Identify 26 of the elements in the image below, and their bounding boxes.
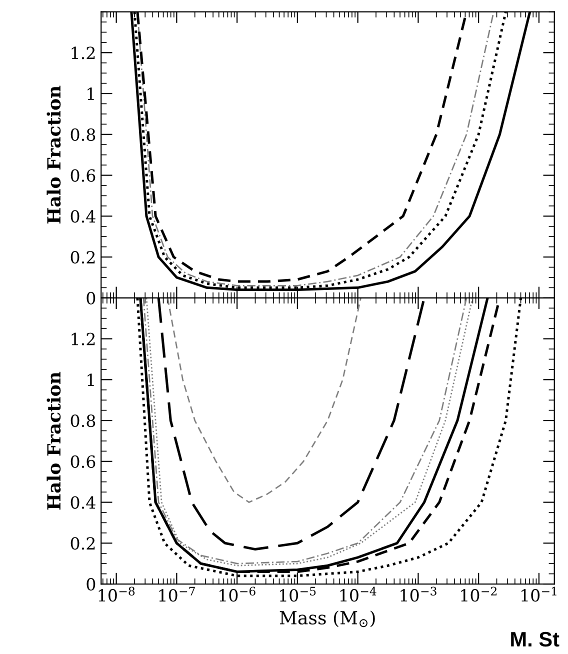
x-tick-label: 10$^{−4}$	[340, 586, 376, 602]
x-tick-label: 10$^{−8}$	[98, 586, 135, 602]
x-axis-title: Mass (M$_{⊙}$)	[280, 610, 375, 628]
y-tick-label: 1.2	[72, 46, 95, 60]
y-tick-label: 0	[86, 578, 96, 591]
y-tick-label: 0.4	[70, 210, 96, 223]
y-tick-label: 1.2	[72, 332, 95, 346]
x-tick-label: 10$^{−5}$	[280, 586, 316, 602]
x-tick-label: 10$^{−2}$	[461, 586, 496, 602]
y-tick-label: 0.6	[70, 455, 96, 468]
y-tick-label: 0	[86, 292, 96, 304]
y-axis-title: Halo Fraction	[46, 372, 61, 510]
x-tick-label: 10$^{−6}$	[220, 586, 256, 602]
x-tick-label: 10$^{−7}$	[159, 586, 195, 602]
y-tick-label: 0.2	[70, 250, 95, 264]
y-tick-label: 1	[88, 87, 94, 100]
y-tick-label: 1	[88, 374, 94, 386]
y-tick-label: 0.8	[70, 128, 96, 141]
y-tick-label: 0.2	[70, 537, 95, 550]
y-tick-label: 0.8	[70, 414, 96, 428]
y-tick-label: 0.6	[70, 169, 96, 182]
x-tick-label: 10$^{−1}$	[521, 586, 556, 602]
y-tick-label: 0.4	[70, 496, 96, 509]
text: M. St	[511, 632, 560, 647]
y-axis-title: Halo Fraction	[46, 86, 61, 224]
x-tick-label: 10$^{−3}$	[400, 586, 436, 602]
